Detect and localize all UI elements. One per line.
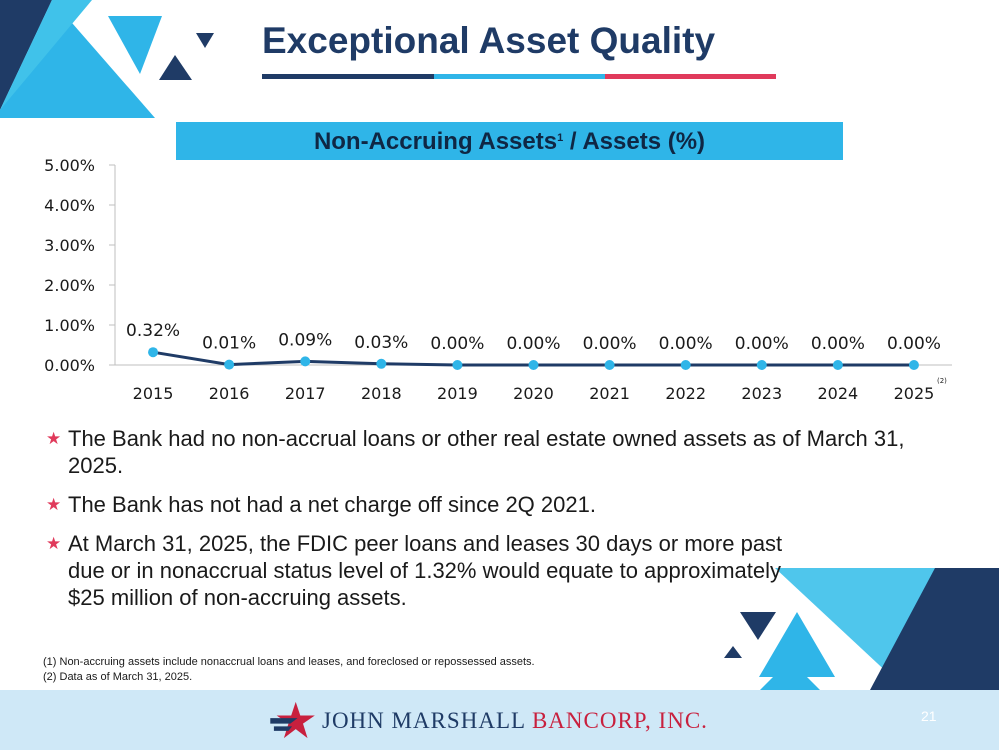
page-title: Exceptional Asset Quality [262,20,716,61]
x-tick-label: 2017 [285,384,326,403]
logo-name: JOHN MARSHALL [322,708,526,733]
company-logo-text: JOHN MARSHALL BANCORP, INC. [322,708,708,734]
y-tick-label: 4.00% [44,196,95,215]
x-tick-label: 2022 [665,384,706,403]
bullet-list: ★ The Bank had no non-accrual loans or ot… [46,425,926,623]
x-tick-label: 2016 [209,384,250,403]
data-point [300,356,311,367]
data-label: 0.00% [583,334,637,354]
chart-title-footnote-mark: 1 [557,132,564,144]
page-number: 21 [921,708,937,724]
y-tick-label: 2.00% [44,276,95,295]
bullet-item: ★ The Bank had no non-accrual loans or ot… [46,425,926,479]
data-point [148,347,159,358]
data-point [832,360,843,370]
bullet-item: ★ The Bank has not had a net charge off s… [46,491,926,518]
data-point [756,360,767,370]
star-icon: ★ [46,429,62,448]
y-tick-label: 5.00% [44,156,95,175]
footnote-2: (2) Data as of March 31, 2025. [43,671,193,683]
data-point [224,359,235,370]
data-point [604,360,615,370]
data-point [908,360,919,370]
bullet-item: ★ At March 31, 2025, the FDIC peer loans … [46,530,788,611]
chart-title: Non-Accruing Assets1 / Assets (%) [176,122,843,160]
data-label: 0.32% [126,321,180,341]
x-tick-label: 2020 [513,384,554,403]
data-label: 0.00% [735,334,789,354]
data-label: 0.03% [354,333,408,353]
bullet-text: The Bank has not had a net charge off si… [68,492,596,517]
x-tick-label: 2018 [361,384,402,403]
chart-title-text: Non-Accruing Assets [313,128,558,155]
data-point [680,360,691,370]
star-icon: ★ [46,534,62,553]
y-tick-label: 0.00% [44,356,95,375]
star-icon: ★ [46,495,62,514]
title-underline-red [605,74,776,79]
y-tick-label: 1.00% [44,316,95,335]
title-underline-blue [434,74,605,79]
bullet-text: The Bank had no non-accrual loans or oth… [68,426,905,478]
data-label: 0.00% [811,334,865,354]
x-tick-label: 2019 [437,384,478,403]
x-tick-label: 2025 [894,384,935,403]
data-point [452,360,463,370]
footnotes: (1) Non-accruing assets include nonaccru… [43,655,535,685]
data-point [376,358,387,369]
data-label: 0.00% [506,334,560,354]
data-label: 0.01% [202,334,256,354]
title-underline-navy [262,74,434,79]
chart-title-suffix: / Assets (%) [563,128,706,155]
line-chart: 0.00% 1.00% 2.00% 3.00% 4.00% 5.00% 2015 2016 20… [44,156,952,403]
logo-bancorp: BANCORP, INC. [525,708,708,733]
footer-band [0,690,999,750]
x-tick-label: 2024 [818,384,859,403]
data-label: 0.00% [430,334,484,354]
x-tick-label: 2015 [133,384,174,403]
data-label: 0.00% [887,334,941,354]
data-label: 0.09% [278,330,332,350]
x-tick-label: 2021 [589,384,630,403]
x-tick-label: 2023 [741,384,782,403]
footnote-1: (1) Non-accruing assets include nonaccru… [43,656,535,668]
y-tick-label: 3.00% [44,236,95,255]
x-tick-footnote-mark: (2) [937,377,947,385]
data-point [528,360,539,370]
star-logo-icon [270,701,315,739]
data-label: 0.00% [659,334,713,354]
bullet-text: At March 31, 2025, the FDIC peer loans a… [68,531,783,610]
